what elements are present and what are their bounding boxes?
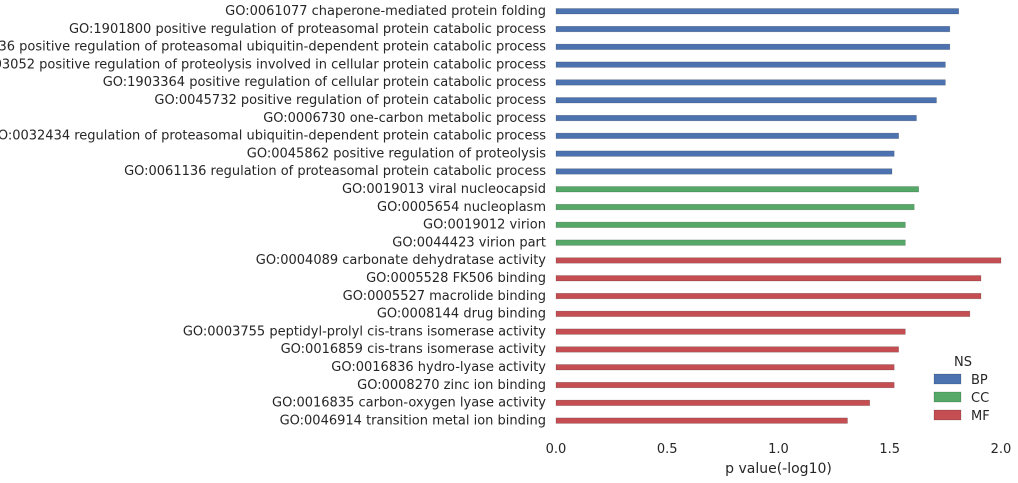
category-label: GO:0008270 zinc ion binding [357, 378, 546, 393]
x-tick-label: 2.0 [991, 442, 1012, 457]
x-tick-label: 1.5 [879, 442, 900, 457]
legend-label-cc: CC [971, 391, 989, 406]
category-labels: GO:0061077 chaperone-mediated protein fo… [0, 4, 546, 428]
bar-cc [555, 204, 915, 211]
category-label: GO:0019012 virion [423, 218, 546, 233]
category-label: GO:0008144 drug binding [377, 307, 546, 322]
x-tick-label: 1.0 [768, 442, 789, 457]
legend-label-mf: MF [971, 409, 990, 424]
bar-bp [555, 79, 946, 86]
category-label: GO:1903364 positive regulation of cellul… [103, 75, 547, 90]
bars-layer [555, 8, 1002, 424]
category-label: GO:0032436 positive regulation of protea… [0, 40, 546, 55]
bar-bp [555, 97, 937, 104]
x-tick-label: 0.0 [546, 442, 567, 457]
bar-bp [555, 115, 917, 122]
category-label: GO:0044423 virion part [392, 235, 546, 250]
category-label: GO:0046914 transition metal ion binding [280, 413, 546, 428]
legend: NS BP CC MF [933, 355, 990, 424]
x-axis-ticks: 0.0 0.5 1.0 1.5 2.0 [546, 442, 1012, 457]
bar-mf [555, 328, 906, 335]
bar-cc [555, 239, 906, 246]
category-label: GO:0006730 one-carbon metabolic process [263, 111, 546, 126]
legend-swatch-mf [933, 409, 962, 421]
bar-cc [555, 186, 919, 193]
bar-bp [555, 168, 893, 175]
bar-mf [555, 381, 895, 389]
bar-bp [555, 8, 960, 15]
category-label: GO:0032434 regulation of proteasomal ubi… [0, 129, 546, 144]
legend-swatch-bp [933, 373, 962, 385]
bar-mf [555, 364, 895, 371]
category-label: GO:0005654 nucleoplasm [377, 200, 546, 215]
category-label: GO:0016859 cis-trans isomerase activity [281, 342, 547, 357]
bar-bp [555, 43, 951, 50]
category-label: GO:1901800 positive regulation of protea… [69, 22, 546, 37]
bar-mf [555, 346, 899, 353]
category-label: GO:0045732 positive regulation of protei… [154, 93, 546, 108]
category-label: GO:0061077 chaperone-mediated protein fo… [225, 4, 546, 19]
bar-mf [555, 275, 982, 282]
bar-bp [555, 61, 946, 68]
bar-mf [555, 310, 971, 317]
category-label: GO:0045862 positive regulation of proteo… [247, 146, 546, 161]
category-label: GO:0005527 macrolide binding [343, 289, 546, 304]
category-label: GO:0016835 carbon-oxygen lyase activity [272, 396, 546, 411]
bar-mf [555, 292, 982, 300]
category-label: GO:0019013 viral nucleocapsid [342, 182, 546, 197]
bar-mf [555, 417, 848, 424]
legend-swatch-cc [933, 391, 962, 403]
legend-label-bp: BP [971, 373, 988, 388]
legend-title: NS [954, 355, 972, 370]
bar-cc [555, 221, 906, 228]
bar-mf [555, 257, 1002, 264]
category-label: GO:0005528 FK506 binding [366, 271, 546, 286]
category-label: GO:0003755 peptidyl-prolyl cis-trans iso… [183, 324, 546, 339]
category-label: GO:0061136 regulation of proteasomal pro… [124, 164, 546, 179]
category-label: GO:1903052 positive regulation of proteo… [0, 57, 546, 72]
category-label: GO:0016836 hydro-lyase activity [331, 360, 546, 375]
bar-mf [555, 399, 871, 406]
bar-bp [555, 150, 895, 157]
category-label: GO:0004089 carbonate dehydratase activit… [256, 253, 547, 268]
x-tick-label: 0.5 [657, 442, 678, 457]
bar-bp [555, 25, 951, 33]
bar-bp [555, 132, 899, 139]
x-axis-title: p value(-log10) [725, 461, 832, 477]
